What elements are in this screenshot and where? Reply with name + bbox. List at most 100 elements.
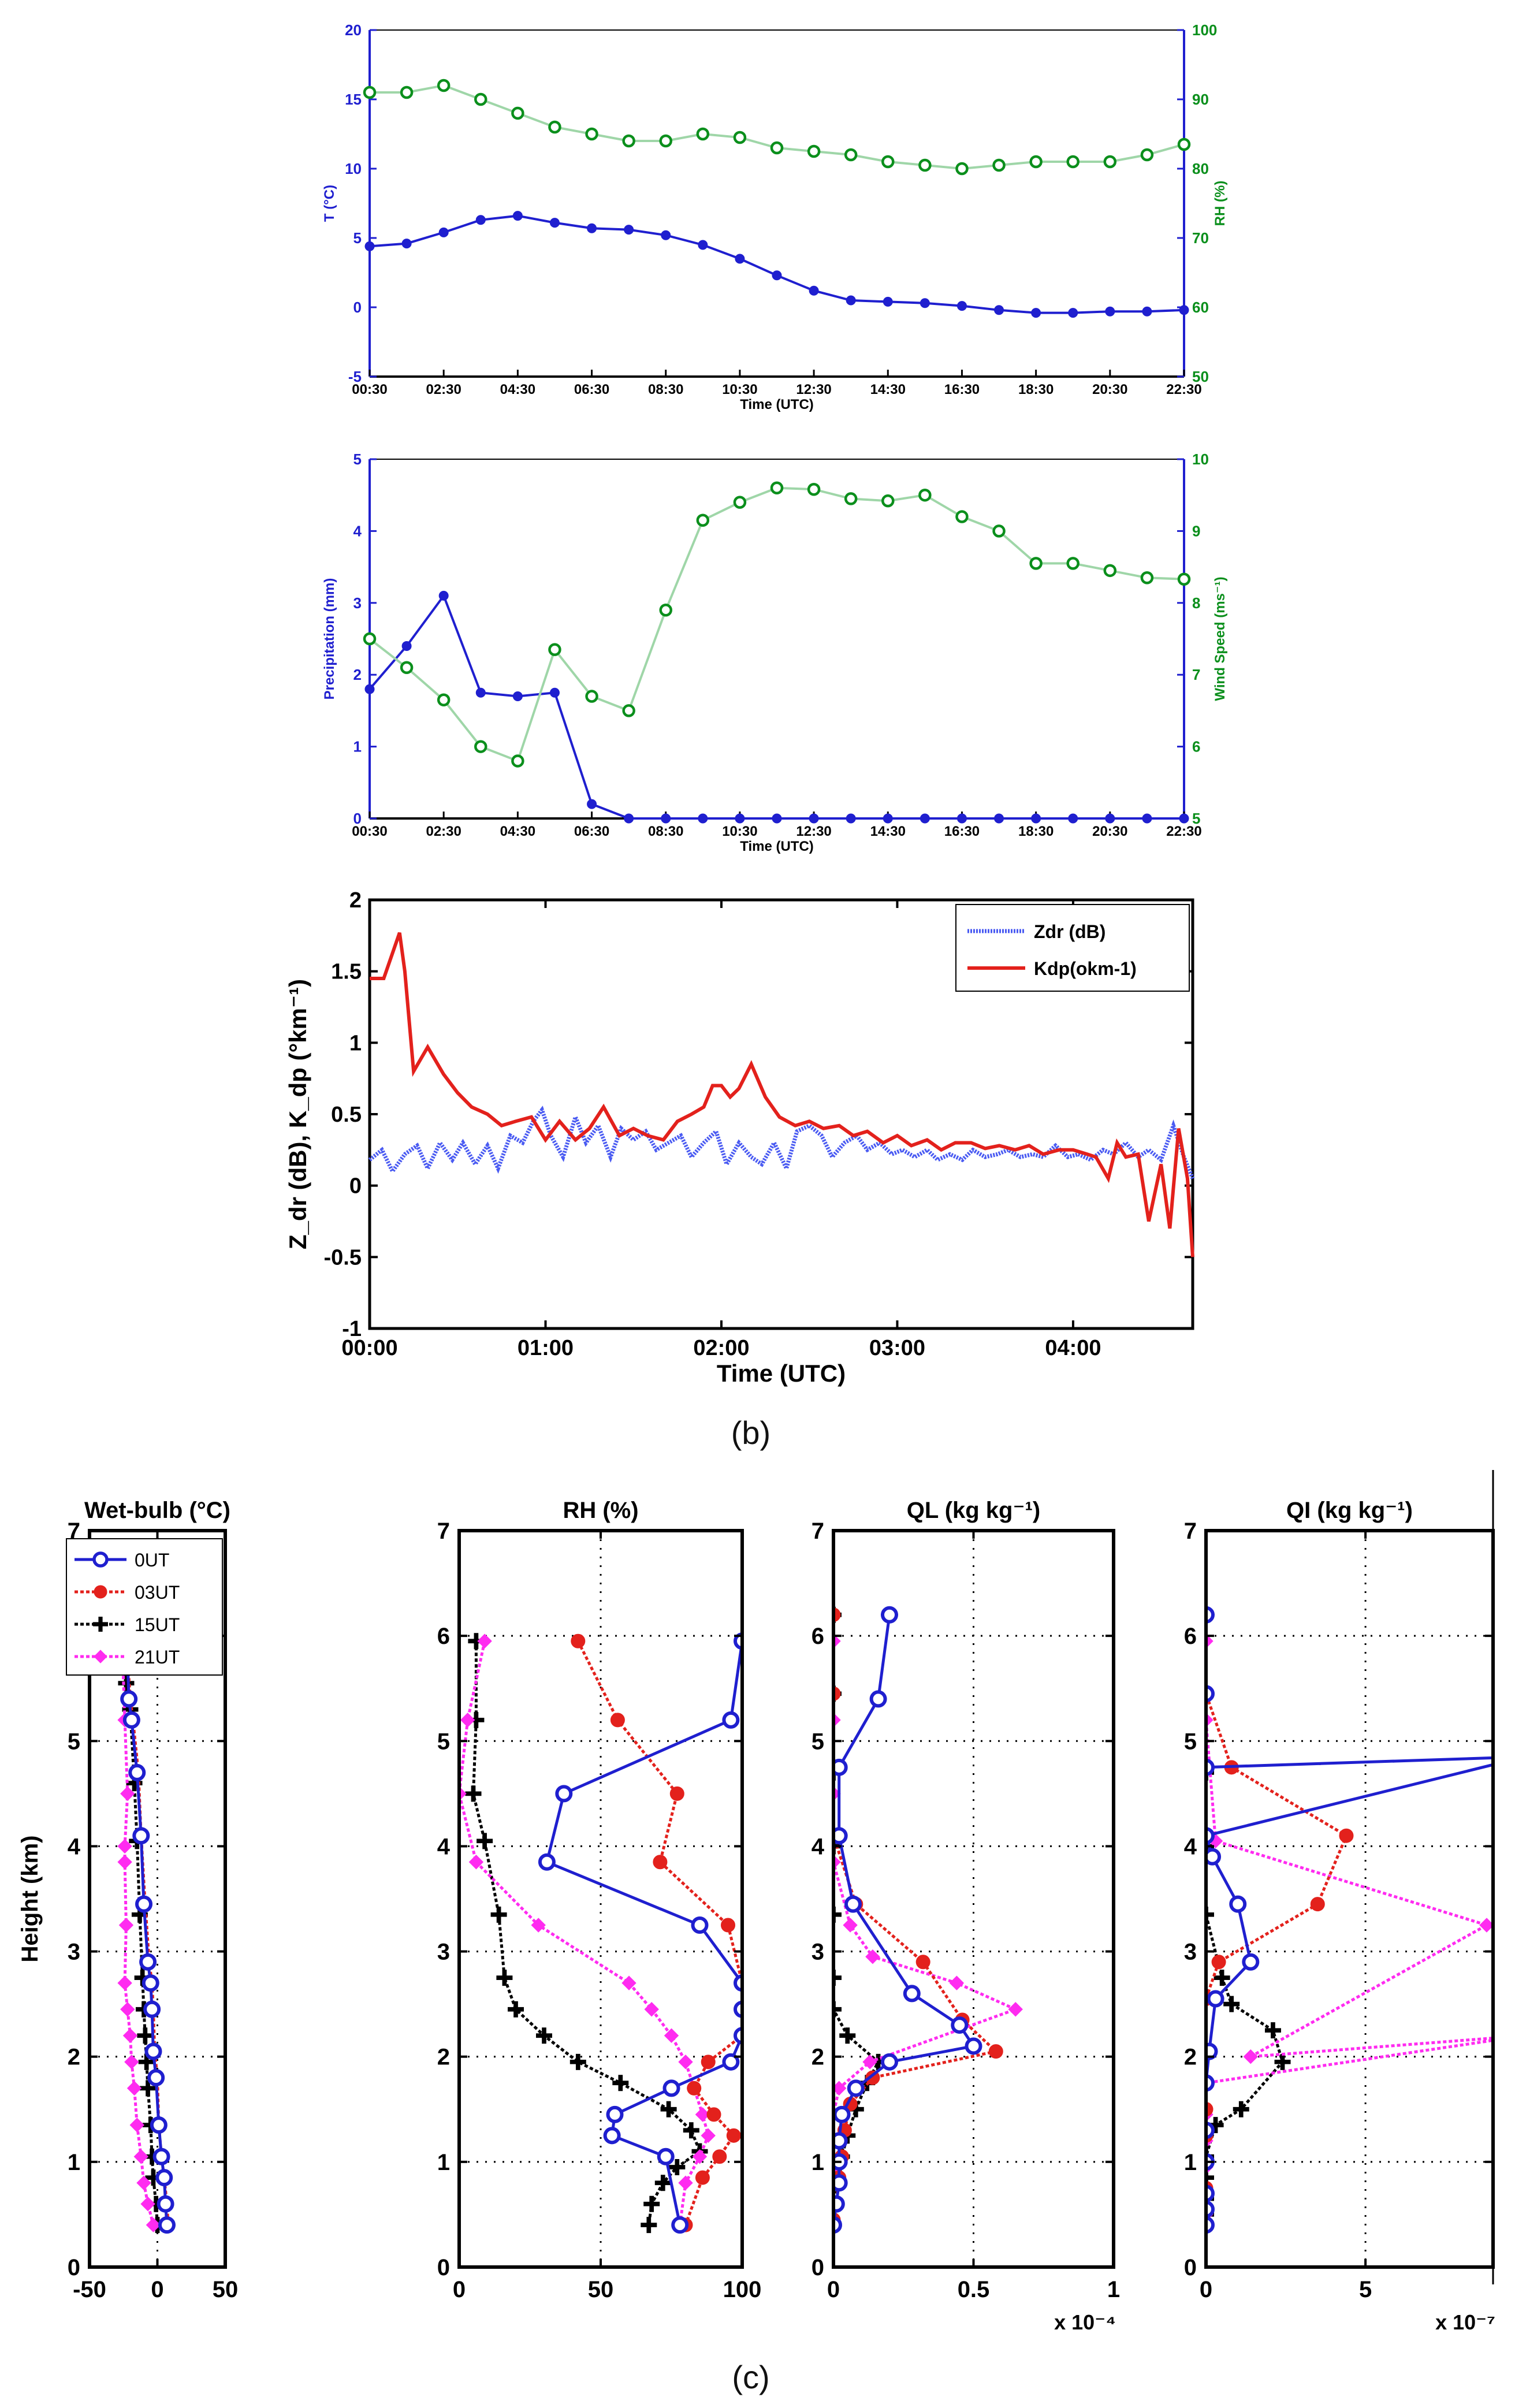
rh-profile-y-tick-label: 5 (437, 1729, 450, 1754)
precip-wind-x-tick-label: 02:30 (426, 824, 461, 839)
precip-wind-y-tick-label: 4 (353, 522, 362, 539)
precip-wind-point (1179, 813, 1189, 824)
ql-profile-point (951, 2016, 969, 2034)
ql-profile-point (1008, 2002, 1023, 2017)
wetbulb-legend-marker (94, 1650, 107, 1663)
wetbulb-point (120, 1786, 135, 1802)
wetbulb-legend-label: 0UT (135, 1550, 169, 1570)
temp-rh-y-tick-label: 15 (345, 91, 362, 108)
temp-rh-point (1031, 308, 1041, 318)
rh-profile-point (706, 2107, 721, 2122)
rh-profile-point (678, 2175, 693, 2190)
precip-wind-point (587, 799, 597, 809)
temp-rh-x-tick-label: 08:30 (648, 382, 683, 397)
precip-wind-point (548, 643, 561, 656)
temp-rh-x-tick-label: 14:30 (870, 382, 906, 397)
temp-rh-point (548, 120, 561, 134)
temp-rh-point (955, 162, 969, 176)
precip-wind-point (475, 687, 486, 698)
precip-wind-x-label: Time (UTC) (740, 839, 814, 854)
precip-wind-point (363, 632, 377, 646)
wetbulb-point (135, 1895, 152, 1913)
zdr-kdp-legend-label: Kdp(okm-1) (1034, 958, 1137, 979)
rh-profile-point (701, 2128, 716, 2143)
qi-profile-y-tick-label: 6 (1184, 1624, 1197, 1649)
precip-wind-x-tick-label: 18:30 (1018, 824, 1054, 839)
temp-rh-point (622, 134, 635, 148)
rh-profile-point (722, 1711, 740, 1729)
temp-rh-point (881, 155, 895, 169)
precip-wind-point (511, 754, 524, 768)
temp-rh-point (807, 144, 821, 158)
temp-rh-point (696, 127, 710, 141)
qi-profile-point (1206, 2042, 1218, 2060)
precip-wind-point (1140, 571, 1154, 585)
wetbulb-point (129, 2117, 144, 2132)
precip-wind-y2-tick-label: 9 (1192, 522, 1200, 539)
wetbulb-point (142, 1974, 159, 1992)
ql-profile-point (847, 2079, 865, 2097)
wetbulb-point (146, 2217, 161, 2232)
temp-rh-point (846, 295, 856, 306)
rh-profile-point (726, 2128, 741, 2143)
qi-profile-title: QI (kg kg⁻¹) (1286, 1498, 1413, 1523)
temp-rh-x-tick-label: 12:30 (796, 382, 831, 397)
wetbulb-series-layer (114, 1606, 176, 2234)
ql-profile-y-tick-label: 5 (812, 1729, 824, 1754)
rh-profile-point (653, 1855, 668, 1870)
panel-label-c: (c) (732, 2359, 769, 2395)
rh-profile-y-tick-label: 2 (437, 2045, 450, 2070)
wetbulb-point (133, 2149, 149, 2164)
wetbulb-title: Wet-bulb (°C) (84, 1498, 230, 1523)
precip-wind-point (770, 481, 784, 495)
ql-profile-point (833, 1758, 848, 1776)
wetbulb-point (155, 2169, 173, 2187)
temp-rh-y-tick-label: 0 (353, 299, 362, 316)
precip-wind-point (1105, 813, 1115, 824)
rh-profile-point (671, 2216, 689, 2234)
qi-profile-x-tick-label: 5 (1359, 2277, 1372, 2302)
rh-profile-point (465, 1785, 482, 1802)
qi-profile-chart: 0 1 2 3 4 5 6 7 0 5 x 10⁻⁷ QI (kg kg⁻¹) (1184, 1498, 1495, 2334)
rh-profile-point (603, 2127, 621, 2145)
ql-profile-x-tick-label: 0 (827, 2277, 840, 2302)
precip-wind-point (1029, 557, 1043, 570)
ql-profile-y-tick-label: 2 (812, 2045, 824, 2070)
zdr-kdp-y-label: Z_dr (dB), K_dp (°km⁻¹) (284, 979, 311, 1249)
wetbulb-point (117, 1855, 132, 1870)
wetbulb-point (117, 1975, 132, 1990)
rh-profile-point (643, 2195, 660, 2212)
rh-profile-point (660, 2101, 677, 2117)
qi-profile-series-layer (1206, 1606, 1493, 2234)
wetbulb-point (124, 2055, 139, 2070)
rh-profile-point (555, 1785, 573, 1803)
rh-profile-point (571, 1633, 586, 1648)
zdr-kdp-y-tick-label: -1 (342, 1317, 362, 1341)
wetbulb-legend-label: 21UT (135, 1647, 180, 1668)
wetbulb-y-tick-label: 5 (68, 1729, 80, 1754)
ql-profile-point (862, 2055, 877, 2070)
temp-rh-x-tick-label: 18:30 (1018, 382, 1054, 397)
temp-rh-point (883, 296, 893, 307)
ql-profile-y-tick-label: 6 (812, 1624, 824, 1649)
rh-profile-y-tick-label: 6 (437, 1624, 450, 1649)
ql-profile-title: QL (kg kg⁻¹) (907, 1498, 1040, 1523)
precip-wind-point (624, 813, 634, 824)
zdr-kdp-x-tick-label: 00:00 (341, 1336, 397, 1360)
precip-wind-point (918, 488, 932, 502)
precip-wind-point (994, 813, 1004, 824)
rh-profile-point (536, 2027, 552, 2044)
ql-profile-point (865, 1949, 880, 1964)
rh-profile-point (477, 1633, 492, 1648)
precip-wind-point (698, 813, 708, 824)
wetbulb-point (139, 1953, 157, 1971)
temp-rh-point (772, 270, 782, 281)
wetbulb-y-label: Height (km) (17, 1836, 43, 1963)
precip-wind-point (661, 813, 671, 824)
rh-profile-point (657, 2148, 675, 2165)
ql-profile-point (833, 1906, 842, 1923)
precip-wind-point (772, 813, 782, 824)
rh-profile-point (669, 2158, 686, 2175)
temp-rh-y2-tick-label: 80 (1192, 160, 1209, 177)
precip-wind-point (1142, 813, 1152, 824)
